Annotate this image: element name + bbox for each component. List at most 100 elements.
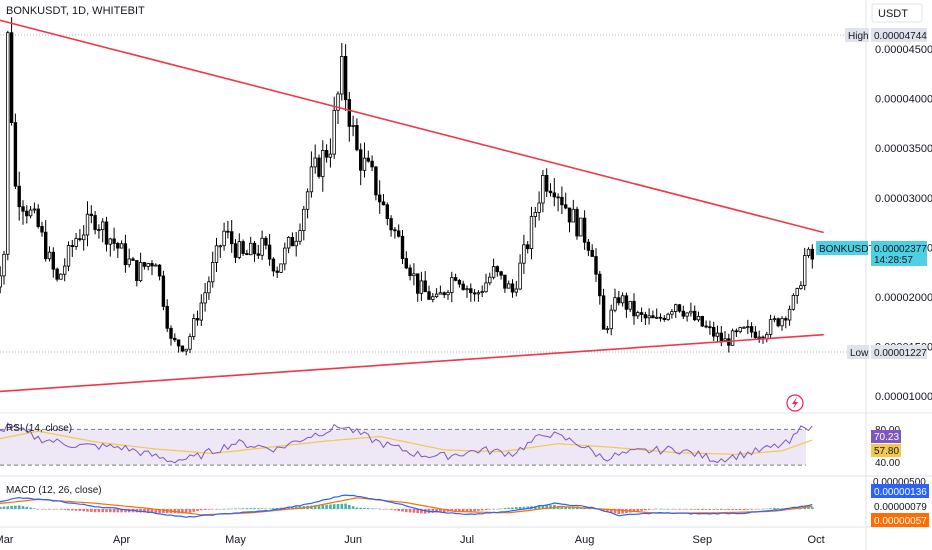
macd-hist-bar (370, 508, 374, 509)
macd-hist-bar (602, 509, 605, 511)
candle-body (256, 253, 260, 256)
macd-hist-bar (723, 509, 727, 510)
macd-hist-bar (90, 509, 93, 512)
macd-hist-bar (644, 509, 647, 511)
candle-body (28, 209, 33, 217)
candle-body (571, 208, 575, 223)
candle-body (639, 312, 644, 315)
candle-body (267, 244, 272, 260)
candle-body (628, 300, 632, 310)
currency-box[interactable] (871, 3, 923, 23)
macd-hist-bar (351, 506, 355, 509)
macd-hist-bar (52, 509, 55, 510)
candle-body (408, 267, 412, 276)
macd-hist-bar (393, 509, 397, 511)
macd-hist-bar (765, 508, 769, 510)
macd-hist-bar (780, 508, 784, 509)
candle-body (548, 190, 553, 194)
macd-hist-bar (203, 509, 207, 510)
countdown-value: 14:28:57 (874, 255, 913, 266)
candle-body (317, 157, 321, 177)
macd-hist-bar (560, 506, 564, 509)
candle-body (742, 326, 746, 329)
macd-hist-bar (112, 509, 116, 513)
macd-hist-bar (515, 507, 518, 509)
macd-hist-bar (712, 509, 715, 510)
candle-body (108, 238, 112, 245)
candle-body (696, 315, 701, 321)
candle-body (138, 262, 143, 282)
macd-hist-bar (249, 508, 252, 509)
trendline[interactable] (0, 333, 824, 393)
rsi-ma-value-box (871, 444, 901, 457)
candle-body (51, 251, 55, 270)
candle-body (768, 319, 773, 335)
macd-hist-bar (17, 505, 21, 509)
macd-hist-bar (14, 505, 17, 509)
symbol-badge-label: BONKUSDT (819, 244, 875, 255)
macd-hist-bar (25, 506, 29, 509)
macd-hist-bar (522, 506, 526, 509)
macd-hist-bar (59, 509, 63, 510)
candle-body (689, 310, 693, 314)
macd-hist-bar (575, 507, 579, 509)
candle-body (734, 330, 739, 333)
candle-body (6, 32, 10, 255)
candle-body (89, 213, 93, 216)
low-value-box (871, 345, 927, 359)
candle-body (358, 149, 363, 171)
macd-hist-bar (200, 509, 203, 511)
candle-body (423, 280, 427, 293)
price-tick-label: 0.00003000 (875, 193, 932, 205)
macd-hist-bar (359, 507, 362, 509)
macd-hist-bar (36, 509, 40, 510)
macd-hist-bar (329, 504, 332, 509)
candle-body (210, 261, 215, 283)
macd-hist-bar (678, 509, 681, 510)
candle-body (472, 292, 477, 295)
macd-hist-bar (420, 509, 423, 514)
symbol-badge (816, 241, 868, 255)
flash-icon-bolt (792, 397, 798, 409)
macd-hist-bar (803, 507, 806, 509)
low-value: 0.00001227 (874, 348, 927, 359)
candle-body (302, 208, 306, 232)
macd-hist-bar (264, 508, 268, 509)
price-tick-label: 0.00002000 (875, 292, 932, 304)
rsi-value-box (871, 430, 901, 443)
macd-hist-bar (754, 509, 757, 510)
candle-body (381, 201, 386, 206)
macd-hist-bar (192, 509, 195, 512)
macd-hist-bar (272, 508, 275, 509)
macd-hist-bar (647, 509, 651, 510)
candle-body (36, 208, 40, 227)
macd-hist-bar (769, 508, 772, 509)
candle-body (385, 204, 389, 220)
trendlines-group (0, 19, 824, 393)
macd-hist-bar (526, 506, 529, 509)
macd-hist-bar (355, 507, 359, 509)
candle-body (165, 305, 169, 329)
candle-body (415, 273, 420, 294)
macd-hist-bar (29, 507, 32, 509)
candle-body (636, 312, 640, 317)
candle-body (567, 207, 572, 223)
macd-hist-bar (294, 506, 298, 509)
candle-body (404, 258, 408, 269)
macd-hist-bar (617, 509, 621, 515)
macd-value-box (871, 484, 929, 498)
macd-hist-bar (689, 509, 693, 510)
candle-body (533, 211, 537, 217)
candle-body (226, 230, 230, 233)
macd-hist-bar (150, 509, 154, 513)
trendline[interactable] (0, 19, 824, 234)
macd-hist-bar (177, 509, 180, 514)
macd-hist-bar (120, 509, 123, 513)
macd-hist-bar (511, 507, 514, 509)
candle-body (780, 318, 784, 327)
candle-body (453, 277, 458, 281)
time-tick-label: May (225, 534, 246, 546)
price-tick-label: 0.00001000 (875, 391, 932, 403)
macd-hist-bar (97, 509, 101, 513)
last-price-badge (871, 241, 927, 266)
